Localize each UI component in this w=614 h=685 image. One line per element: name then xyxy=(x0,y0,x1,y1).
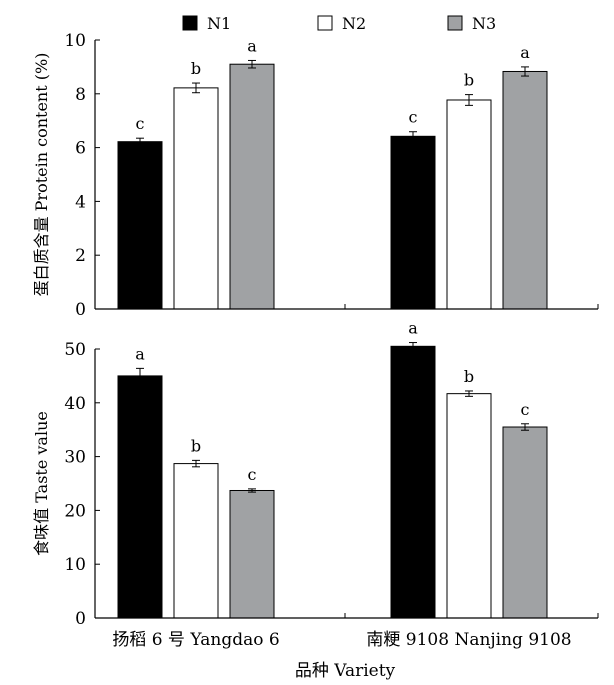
legend-swatch-n1 xyxy=(182,15,198,31)
bar-taste-n1-1 xyxy=(390,345,436,619)
y-tick-label-taste-1: 10 xyxy=(64,555,86,575)
bar-taste-n3-0 xyxy=(229,489,275,619)
x-category-label-0: 扬稻 6 号 Yangdao 6 xyxy=(112,630,279,650)
y-tick-label-taste-3: 30 xyxy=(64,448,86,468)
significance-letter-taste-n2-0: b xyxy=(191,436,201,455)
significance-letter-protein-n2-0: b xyxy=(191,59,201,78)
bar-protein-n3-0 xyxy=(229,63,275,310)
bar-taste-n2-0 xyxy=(173,463,219,619)
y-axis-title-taste: 食味值 Taste value xyxy=(32,411,51,556)
legend-swatch-n2 xyxy=(317,15,333,31)
legend-label-n2: N2 xyxy=(342,14,366,33)
bar-protein-n2-0 xyxy=(173,87,219,310)
y-tick-label-protein-0: 0 xyxy=(75,300,86,320)
y-tick-label-taste-4: 40 xyxy=(64,394,86,414)
bar-protein-n3-1 xyxy=(502,70,548,310)
bar-taste-n3-1 xyxy=(502,426,548,619)
bar-taste-n2-1 xyxy=(446,393,492,619)
y-tick-label-protein-2: 4 xyxy=(75,192,86,212)
y-tick-label-protein-3: 6 xyxy=(75,139,86,159)
significance-letter-taste-n1-1: a xyxy=(408,319,418,338)
bar-protein-n2-1 xyxy=(446,99,492,310)
y-tick-label-taste-0: 0 xyxy=(75,609,86,629)
significance-letter-taste-n1-0: a xyxy=(135,344,145,363)
legend-label-n3: N3 xyxy=(472,14,496,33)
x-category-label-1: 南粳 9108 Nanjing 9108 xyxy=(366,630,571,650)
y-tick-label-protein-4: 8 xyxy=(75,85,86,105)
legend-label-n1: N1 xyxy=(207,14,231,33)
legend: N1 N2 N3 xyxy=(182,14,496,33)
x-axis-labels: 扬稻 6 号 Yangdao 6 南粳 9108 Nanjing 9108 xyxy=(112,630,571,650)
y-axis-title-protein: 蛋白质含量 Protein content (%) xyxy=(32,53,51,297)
significance-letter-taste-n2-1: b xyxy=(464,367,474,386)
y-tick-label-protein-5: 10 xyxy=(64,31,86,51)
significance-letter-protein-n1-1: c xyxy=(409,108,418,127)
bar-protein-n1-1 xyxy=(390,135,436,310)
bar-protein-n1-0 xyxy=(117,141,163,310)
significance-letter-taste-n3-0: c xyxy=(248,465,257,484)
y-tick-label-protein-1: 2 xyxy=(75,246,86,266)
significance-letter-protein-n3-0: a xyxy=(247,36,257,55)
bar-taste-n1-0 xyxy=(117,375,163,619)
significance-letter-protein-n3-1: a xyxy=(520,43,530,62)
legend-swatch-n3 xyxy=(447,15,463,31)
y-tick-label-taste-5: 50 xyxy=(64,340,86,360)
y-tick-label-taste-2: 20 xyxy=(64,501,86,521)
x-axis-title: 品种 Variety xyxy=(295,661,396,681)
significance-letter-protein-n2-1: b xyxy=(464,71,474,90)
panel-protein: c c b b a a 0 2 4 6 8 10 蛋白质含量 Protein content (%) xyxy=(32,31,599,320)
significance-letter-protein-n1-0: c xyxy=(136,114,145,133)
significance-letter-taste-n3-1: c xyxy=(521,400,530,419)
panel-taste: a a b b c c 0 10 20 30 40 50 食味值 Taste value xyxy=(32,319,599,629)
